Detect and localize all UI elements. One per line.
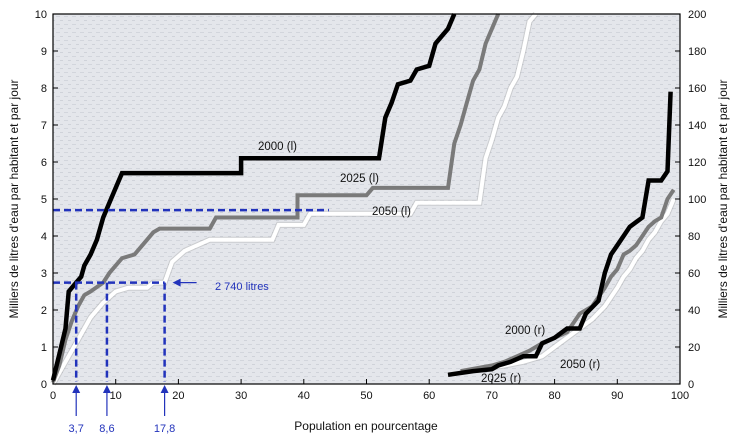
series-label-2050-r: 2050 (r) xyxy=(560,359,600,371)
y-right-tick-label: 180 xyxy=(688,46,706,58)
y-right-tick-label: 100 xyxy=(688,194,706,206)
x-tick-label: 80 xyxy=(548,390,560,402)
series-line-2025-l xyxy=(51,13,501,383)
x-tick-label: 70 xyxy=(486,390,498,402)
y-left-tick-label: 2 xyxy=(41,305,47,317)
x-tick-label: 30 xyxy=(235,390,247,402)
y-axis-title-right: Milliers de litres d'eau par habitant et… xyxy=(716,79,730,318)
plot-background xyxy=(53,14,680,384)
y-right-tick-label: 20 xyxy=(688,342,700,354)
y-left-tick-label: 7 xyxy=(41,120,47,132)
y-left-tick-label: 3 xyxy=(41,268,47,280)
series-line-2000-r xyxy=(447,91,673,378)
y-right-tick-label: 200 xyxy=(688,9,706,21)
series-label-2000-r: 2000 (r) xyxy=(505,325,545,337)
marker-arrow-head xyxy=(160,385,169,393)
marker-arrow-head xyxy=(72,385,81,393)
y-left-tick-label: 9 xyxy=(41,46,47,58)
y-right-tick-label: 40 xyxy=(688,305,700,317)
series-line-2050-r xyxy=(479,198,676,372)
y-right-tick-label: 60 xyxy=(688,268,700,280)
y-right-tick-label: 80 xyxy=(688,231,700,243)
series-label-2025-l: 2025 (l) xyxy=(340,173,379,185)
threshold-arrow-head xyxy=(172,278,181,287)
x-tick-label: 0 xyxy=(50,390,56,402)
y-left-tick-label: 0 xyxy=(41,379,47,391)
y-left-tick-label: 4 xyxy=(41,231,47,243)
x-tick-label: 60 xyxy=(423,390,435,402)
x-tick-label: 100 xyxy=(671,390,689,402)
annotation-layer: 3,7 8,6 17,8 xyxy=(53,208,329,435)
series-layer xyxy=(50,12,677,386)
series-label-2050-l: 2050 (l) xyxy=(372,206,411,218)
y-left-tick-label: 10 xyxy=(35,9,47,21)
y-right-tick-label: 160 xyxy=(688,83,706,95)
series-label-2000-l: 2000 (l) xyxy=(258,141,297,153)
x-tick-label: 90 xyxy=(611,390,623,402)
threshold-label: 2 740 litres xyxy=(215,281,269,293)
x-axis-title: Population en pourcentage xyxy=(294,419,438,433)
y-axis-title-left: Milliers de litres d'eau par habitant et… xyxy=(7,79,21,318)
y-left-tick-label: 8 xyxy=(41,83,47,95)
tick-labels: 0 10 20 30 40 50 60 70 80 90 100012345678910020406… xyxy=(35,9,707,402)
y-left-tick-label: 5 xyxy=(41,194,47,206)
x-tick-label: 20 xyxy=(172,390,184,402)
series-line-2050-l xyxy=(51,12,538,385)
y-left-tick-label: 6 xyxy=(41,157,47,169)
series-line-2025-r xyxy=(460,188,676,374)
marker-label: 17,8 xyxy=(154,423,175,435)
x-tick-label: 50 xyxy=(360,390,372,402)
marker-arrow-head xyxy=(102,385,111,393)
series-label-2025-r: 2025 (r) xyxy=(481,373,521,385)
y-right-tick-label: 0 xyxy=(688,379,694,391)
marker-label: 8,6 xyxy=(99,423,114,435)
plot-frame xyxy=(52,13,681,385)
series-line-2000-l xyxy=(50,13,457,381)
marker-label: 3,7 xyxy=(69,423,84,435)
y-right-tick-label: 120 xyxy=(688,157,706,169)
y-left-tick-label: 1 xyxy=(41,342,47,354)
y-right-tick-label: 140 xyxy=(688,120,706,132)
x-tick-label: 40 xyxy=(298,390,310,402)
x-tick-label: 10 xyxy=(110,390,122,402)
